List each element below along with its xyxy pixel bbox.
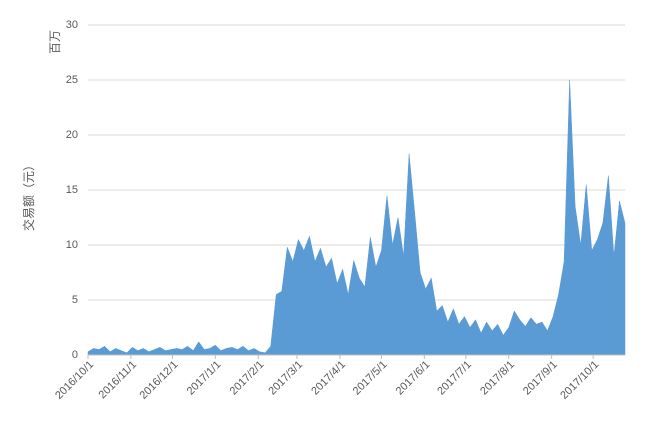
x-tick-label: 2017/8/1: [478, 359, 517, 398]
x-tick-label: 2017/7/1: [435, 359, 474, 398]
x-tick-label: 2017/10/1: [558, 359, 601, 402]
x-tick-label: 2016/12/1: [138, 359, 181, 402]
y-tick-label: 15: [66, 184, 78, 196]
y-tick-label: 0: [72, 349, 78, 361]
x-tick-label: 2016/11/1: [97, 359, 140, 402]
x-tick-label: 2017/5/1: [351, 359, 390, 398]
y-tick-label: 25: [66, 74, 78, 86]
x-tick-label: 2017/4/1: [309, 359, 348, 398]
y-tick-label: 30: [66, 19, 78, 31]
y-tick-label: 20: [66, 129, 78, 141]
x-tick-label: 2016/10/1: [53, 359, 96, 402]
x-tick-label: 2017/2/1: [228, 359, 267, 398]
y-tick-label: 10: [66, 239, 78, 251]
x-tick-label: 2017/3/1: [266, 359, 305, 398]
y-unit-label: 百万: [48, 30, 62, 54]
area: [87, 79, 626, 356]
x-tick-label: 2017/1/1: [185, 359, 224, 398]
x-tick-label: 2017/9/1: [521, 359, 560, 398]
y-tick-label: 5: [72, 294, 78, 306]
x-tick-label: 2017/6/1: [394, 359, 433, 398]
y-axis-label: 交易额（元）: [21, 159, 36, 231]
